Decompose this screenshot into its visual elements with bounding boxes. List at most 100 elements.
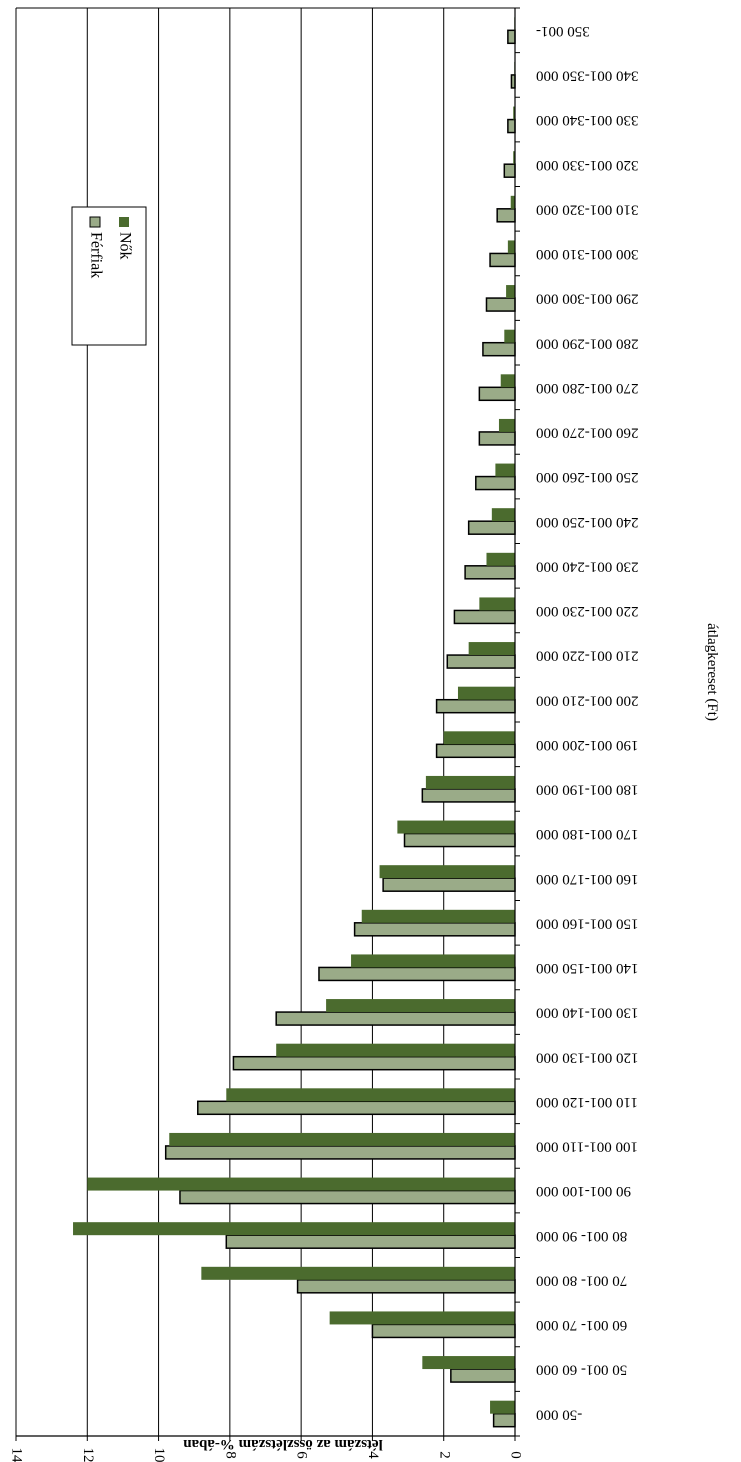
bar-ferfiak-0 bbox=[492, 1412, 516, 1428]
category-label-7: 110 001-120 000 bbox=[536, 1094, 638, 1110]
bar-ferfiak-23 bbox=[478, 386, 516, 402]
bar-ferfiak-7 bbox=[197, 1100, 516, 1116]
category-label-6: 100 001-110 000 bbox=[536, 1139, 638, 1155]
category-label-26: 300 001-310 000 bbox=[536, 246, 639, 262]
category-label-9: 130 001-140 000 bbox=[536, 1005, 639, 1021]
category-label-21: 250 001-260 000 bbox=[536, 469, 639, 485]
category-labels: -50 000 50 001- 60 000 60 001- 70 000 70 00… bbox=[536, 23, 639, 1422]
category-label-5: 90 001-100 000 bbox=[536, 1183, 631, 1199]
bar-ferfiak-2 bbox=[371, 1323, 516, 1339]
bar-nok-17 bbox=[468, 642, 515, 656]
bar-ferfiak-6 bbox=[164, 1145, 516, 1160]
category-label-10: 140 001-150 000 bbox=[536, 960, 639, 976]
category-label-31: 350 001- bbox=[536, 23, 590, 39]
value-tick-label-8: 8 bbox=[222, 1451, 238, 1459]
bar-nok-14 bbox=[425, 775, 515, 789]
bar-nok-8 bbox=[276, 1043, 515, 1057]
value-tick-label-6: 6 bbox=[294, 1451, 310, 1459]
legend-label-nok: Nők bbox=[116, 232, 133, 260]
bar-ferfiak-11 bbox=[353, 922, 516, 937]
bar-ferfiak-22 bbox=[478, 431, 516, 446]
bar-nok-6 bbox=[169, 1132, 515, 1146]
bar-nok-2 bbox=[329, 1311, 515, 1325]
bar-ferfiak-14 bbox=[421, 788, 516, 803]
bar-nok-10 bbox=[351, 954, 515, 968]
bar-nok-13 bbox=[397, 820, 515, 834]
category-label-24: 280 001-290 000 bbox=[536, 335, 639, 351]
category-label-3: 70 001- 80 000 bbox=[536, 1272, 627, 1288]
y-axis-title: létszám az összlétszám %-ában bbox=[183, 1436, 383, 1452]
bar-ferfiak-5 bbox=[179, 1189, 516, 1205]
bar-ferfiak-26 bbox=[489, 252, 516, 268]
bar-ferfiak-4 bbox=[225, 1234, 516, 1249]
bar-ferfiak-19 bbox=[464, 565, 516, 580]
bar-nok-9 bbox=[326, 999, 515, 1013]
category-label-28: 320 001-330 000 bbox=[536, 157, 639, 173]
category-label-15: 190 001-200 000 bbox=[536, 737, 639, 753]
category-label-2: 60 001- 70 000 bbox=[536, 1317, 627, 1333]
bar-ferfiak-15 bbox=[435, 743, 516, 759]
bar-nok-0 bbox=[490, 1400, 515, 1414]
legend-box bbox=[71, 206, 147, 346]
category-label-1: 50 001- 60 000 bbox=[536, 1362, 627, 1378]
bar-ferfiak-10 bbox=[318, 966, 516, 982]
category-label-22: 260 001-270 000 bbox=[536, 425, 639, 441]
bar-nok-4 bbox=[73, 1222, 516, 1236]
bar-ferfiak-21 bbox=[475, 475, 516, 491]
bar-nok-21 bbox=[495, 463, 515, 477]
category-label-4: 80 001- 90 000 bbox=[536, 1228, 627, 1244]
bar-nok-18 bbox=[479, 597, 515, 611]
bar-nok-29 bbox=[513, 106, 515, 120]
bar-ferfiak-27 bbox=[496, 208, 516, 223]
category-label-19: 230 001-240 000 bbox=[536, 558, 639, 574]
category-label-0: -50 000 bbox=[536, 1406, 582, 1422]
bar-nok-26 bbox=[507, 240, 515, 254]
category-label-27: 310 001-320 000 bbox=[536, 201, 639, 217]
value-tick-label-4: 4 bbox=[365, 1451, 381, 1459]
value-tick-label-10: 10 bbox=[151, 1448, 167, 1462]
bar-ferfiak-9 bbox=[275, 1011, 516, 1026]
bar-nok-16 bbox=[457, 686, 515, 700]
bar-nok-1 bbox=[422, 1356, 515, 1370]
bar-nok-25 bbox=[506, 285, 515, 299]
bar-ferfiak-25 bbox=[485, 297, 516, 312]
bars bbox=[73, 17, 516, 1428]
category-label-8: 120 001-130 000 bbox=[536, 1049, 639, 1065]
category-label-14: 180 001-190 000 bbox=[536, 782, 639, 798]
bar-nok-15 bbox=[443, 731, 515, 745]
bar-ferfiak-29 bbox=[507, 118, 516, 134]
value-tick-label-12: 12 bbox=[80, 1448, 96, 1462]
y-tick-labels: 0 2 4 6 8 10 12 14 bbox=[9, 1448, 524, 1462]
category-label-18: 220 001-230 000 bbox=[536, 603, 639, 619]
bar-ferfiak-12 bbox=[382, 877, 516, 892]
bar-nok-28 bbox=[513, 151, 515, 165]
legend-label-ferfiak: Férfiak bbox=[87, 232, 104, 278]
category-label-30: 340 001-350 000 bbox=[536, 68, 639, 84]
bar-nok-12 bbox=[379, 865, 515, 879]
bar-ferfiak-20 bbox=[467, 520, 516, 535]
x-axis-title: átlagkereset (Ft) bbox=[704, 623, 720, 721]
category-label-25: 290 001-300 000 bbox=[536, 291, 639, 307]
bar-ferfiak-8 bbox=[232, 1055, 516, 1071]
category-label-17: 210 001-220 000 bbox=[536, 648, 639, 664]
bar-ferfiak-24 bbox=[482, 341, 516, 357]
bar-nok-27 bbox=[510, 195, 515, 209]
legend: Férfiak Nők bbox=[71, 206, 147, 346]
axes bbox=[15, 7, 520, 1441]
bar-nok-22 bbox=[498, 418, 515, 432]
bar-nok-7 bbox=[226, 1088, 516, 1102]
bar-nok-23 bbox=[500, 374, 515, 388]
bar-nok-11 bbox=[361, 909, 515, 923]
bar-ferfiak-13 bbox=[403, 832, 516, 848]
bar-nok-3 bbox=[201, 1266, 516, 1280]
bar-ferfiak-31 bbox=[507, 29, 516, 45]
bar-nok-5 bbox=[87, 1177, 516, 1191]
bar-nok-24 bbox=[504, 329, 515, 343]
value-tick-label-0: 0 bbox=[508, 1451, 524, 1459]
category-label-11: 150 001-160 000 bbox=[536, 915, 639, 931]
category-label-20: 240 001-250 000 bbox=[536, 514, 639, 530]
category-label-16: 200 001-210 000 bbox=[536, 692, 639, 708]
category-label-29: 330 001-340 000 bbox=[536, 112, 639, 128]
bar-nok-20 bbox=[491, 508, 515, 522]
